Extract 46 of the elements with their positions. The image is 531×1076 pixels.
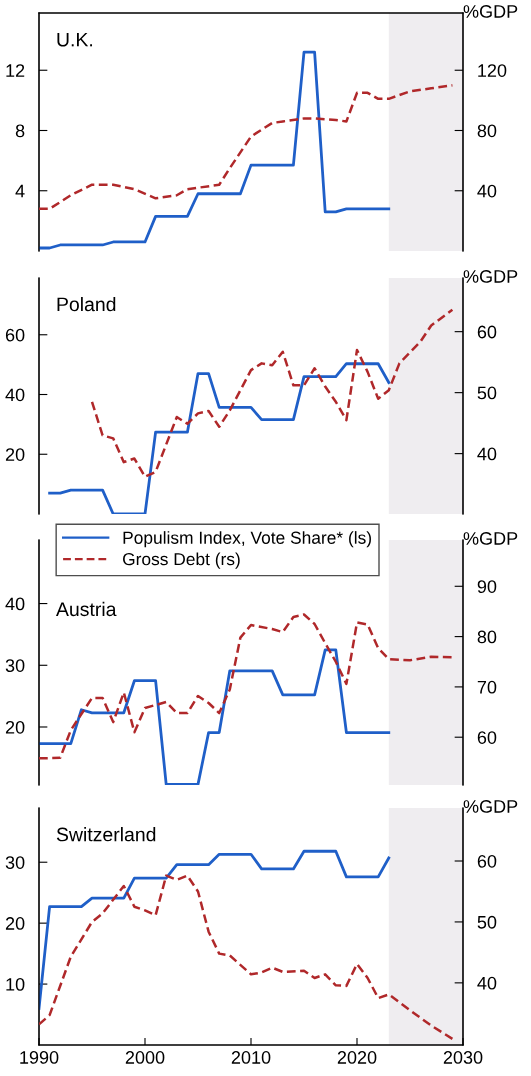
x-tick-label: 2000 (125, 1051, 165, 1064)
line-series (48, 362, 391, 514)
y2-tick-label: 120 (478, 64, 507, 77)
text: Austria (56, 601, 117, 617)
y2-tick-label: 80 (477, 124, 497, 138)
y2-tick-label: 40 (477, 447, 497, 461)
x-tick-label: 2010 (231, 1051, 271, 1064)
text: Switzerland (56, 827, 156, 842)
y-tick-label: 8 (15, 124, 25, 138)
line-series (39, 849, 391, 1010)
y-tick-label: 4 (15, 184, 25, 198)
y2-tick-label: 80 (477, 630, 497, 644)
y-tick-label: 20 (5, 720, 25, 734)
line-series (39, 50, 391, 250)
y-tick-label: 30 (5, 856, 25, 869)
y2-tick-label: 70 (477, 680, 497, 694)
y2-axis-title: %GDP (463, 270, 518, 283)
y-tick-label: 10 (6, 978, 25, 991)
line-series (39, 874, 454, 1041)
line-series (39, 648, 391, 785)
y2-tick-label: 40 (477, 184, 497, 198)
text: Poland (57, 296, 116, 312)
y2-axis-title: %GDP (463, 532, 518, 545)
legend-label: Populism Index, Vote Share* (ls) (123, 531, 371, 548)
y-tick-label: 20 (5, 448, 25, 461)
y-tick-label: 12 (6, 64, 25, 77)
text: U.K. (57, 32, 92, 47)
y2-tick-label: 60 (477, 731, 497, 744)
y2-axis-title: %GDP (463, 800, 518, 813)
legend-label: Gross Debt (rs) (123, 552, 240, 569)
y2-axis-title: %GDP (463, 5, 518, 18)
y2-tick-label: 50 (477, 915, 497, 929)
x-tick-label: 2020 (337, 1051, 377, 1064)
x-tick-label: 2030 (443, 1051, 483, 1064)
line-series (39, 84, 454, 211)
y2-tick-label: 60 (477, 325, 497, 339)
y2-tick-label: 50 (477, 386, 497, 400)
y-tick-label: 40 (5, 388, 25, 402)
y-tick-label: 60 (5, 328, 25, 342)
y-tick-label: 30 (5, 659, 25, 672)
y-tick-label: 40 (5, 597, 25, 611)
y2-tick-label: 40 (477, 976, 497, 990)
y2-tick-label: 60 (477, 854, 497, 868)
y2-tick-label: 90 (477, 580, 497, 593)
y-tick-label: 20 (5, 917, 25, 930)
x-tick-label: 1990 (20, 1051, 59, 1064)
